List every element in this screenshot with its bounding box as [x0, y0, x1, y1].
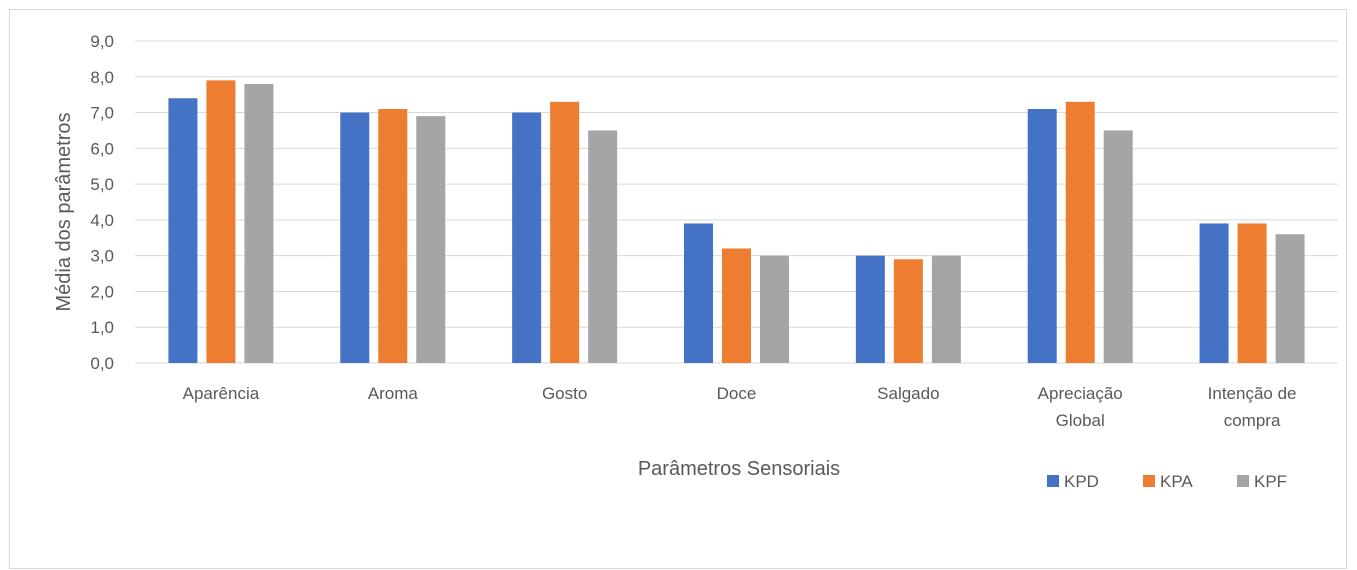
x-axis-title: Parâmetros Sensoriais — [638, 458, 840, 480]
bar-kpf — [931, 255, 961, 363]
legend: KPD KPA KPF — [1047, 472, 1287, 491]
legend-swatch-kpf — [1237, 475, 1249, 487]
x-category-label: compra — [1224, 411, 1281, 430]
y-tick-label: 4,0 — [90, 211, 114, 230]
bar-kpd — [855, 255, 885, 363]
bar-kpa — [893, 259, 923, 363]
bar-chart: 0,0 1,0 2,0 3,0 4,0 5,0 6,0 7,0 8,0 9,0 Aparência… — [53, 32, 1338, 491]
y-tick-label: 2,0 — [90, 282, 114, 301]
x-category-label: Doce — [717, 384, 757, 403]
bar-kpf — [1103, 130, 1133, 363]
x-category-label: Apreciação — [1038, 384, 1123, 403]
x-category-label: Intenção de — [1208, 384, 1297, 403]
bar-kpa — [1237, 223, 1267, 363]
bar-kpa — [378, 108, 408, 363]
x-category-labels: Aparência Aroma Gosto Doce Salgado Apreciação… — [183, 384, 1297, 430]
x-category-label: Salgado — [877, 384, 939, 403]
bars — [168, 80, 1305, 364]
bar-kpd — [1027, 108, 1057, 363]
legend-label-kpd: KPD — [1064, 472, 1099, 491]
bar-kpd — [684, 223, 713, 363]
x-category-label: Aroma — [368, 384, 419, 403]
y-tick-label: 3,0 — [90, 247, 114, 266]
legend-label-kpa: KPA — [1160, 472, 1193, 491]
y-tick-label: 1,0 — [90, 318, 114, 337]
gridlines — [135, 40, 1338, 364]
bar-kpd — [1199, 223, 1229, 363]
x-category-label: Gosto — [542, 384, 587, 403]
bar-kpf — [760, 255, 789, 363]
legend-swatch-kpd — [1047, 475, 1059, 487]
y-tick-label: 9,0 — [90, 32, 114, 51]
bar-kpd — [340, 112, 370, 363]
chart-frame: 0,0 1,0 2,0 3,0 4,0 5,0 6,0 7,0 8,0 9,0 Aparência… — [9, 9, 1347, 569]
legend-swatch-kpa — [1143, 475, 1155, 487]
y-tick-labels: 0,0 1,0 2,0 3,0 4,0 5,0 6,0 7,0 8,0 9,0 — [90, 32, 114, 373]
y-tick-label: 8,0 — [90, 68, 114, 87]
x-category-label: Global — [1056, 411, 1105, 430]
x-category-label: Aparência — [183, 384, 260, 403]
y-axis-title: Média dos parâmetros — [53, 113, 75, 312]
legend-label-kpf: KPF — [1254, 472, 1287, 491]
bar-kpf — [588, 130, 618, 363]
bar-kpd — [512, 112, 542, 363]
bar-kpa — [550, 101, 580, 364]
y-tick-label: 0,0 — [90, 354, 114, 373]
bar-kpf — [1275, 234, 1305, 363]
bar-kpf — [244, 83, 274, 363]
bar-kpa — [1065, 101, 1095, 364]
bar-kpf — [416, 116, 446, 363]
bar-kpa — [206, 80, 236, 363]
y-tick-label: 5,0 — [90, 175, 114, 194]
y-tick-label: 7,0 — [90, 104, 114, 123]
y-tick-label: 6,0 — [90, 139, 114, 158]
bar-kpd — [168, 98, 198, 363]
bar-kpa — [722, 248, 751, 363]
